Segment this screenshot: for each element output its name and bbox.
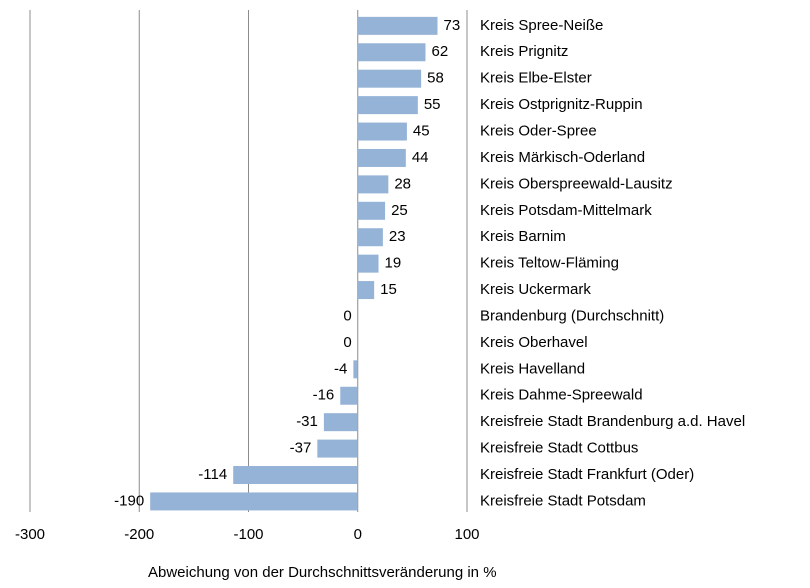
x-tick-label: 100 <box>454 526 479 543</box>
category-label: Kreis Oberhavel <box>480 334 588 351</box>
bar <box>357 122 407 141</box>
category-label: Kreis Oder-Spree <box>480 123 597 140</box>
value-label: 55 <box>424 96 441 113</box>
value-label: 23 <box>389 228 406 245</box>
category-label: Kreisfreie Stadt Frankfurt (Oder) <box>480 466 694 483</box>
category-label: Kreis Potsdam-Mittelmark <box>480 202 652 219</box>
value-label: -4 <box>334 360 347 377</box>
bar <box>357 228 383 247</box>
value-label: -37 <box>290 440 312 457</box>
bar <box>357 254 379 273</box>
category-label: Kreis Prignitz <box>480 43 568 60</box>
x-axis-title: Abweichung von der Durchschnittsveränder… <box>148 564 497 581</box>
value-label: 19 <box>385 255 402 272</box>
category-label: Kreis Dahme-Spreewald <box>480 387 643 404</box>
category-label: Kreis Barnim <box>480 228 566 245</box>
category-label: Kreisfreie Stadt Brandenburg a.d. Havel <box>480 413 745 430</box>
x-tick-label: 0 <box>354 526 362 543</box>
x-tick-label: -300 <box>15 526 45 543</box>
bar <box>353 360 358 379</box>
bar <box>357 281 375 300</box>
category-label: Kreis Oberspreewald-Lausitz <box>480 175 673 192</box>
x-tick-label: -200 <box>124 526 154 543</box>
bar <box>357 201 386 220</box>
value-label: 15 <box>380 281 397 298</box>
bar <box>357 148 406 167</box>
value-label: 0 <box>343 334 351 351</box>
bar <box>233 466 358 485</box>
value-label: 45 <box>413 123 430 140</box>
category-label: Kreis Spree-Neiße <box>480 17 603 34</box>
bar <box>357 175 389 194</box>
bar <box>357 43 426 62</box>
category-label: Kreis Teltow-Fläming <box>480 255 619 272</box>
value-label: -16 <box>313 387 335 404</box>
bar <box>357 69 422 88</box>
category-label: Kreisfreie Stadt Cottbus <box>480 440 638 457</box>
value-label: 44 <box>412 149 429 166</box>
x-tick-label: -100 <box>233 526 263 543</box>
value-label: 58 <box>427 70 444 87</box>
value-label: -190 <box>114 492 144 509</box>
value-label: 73 <box>444 17 461 34</box>
bar <box>357 16 438 35</box>
category-label: Kreis Märkisch-Oderland <box>480 149 645 166</box>
value-label: 28 <box>394 175 411 192</box>
bar <box>317 439 358 458</box>
bar <box>323 413 358 432</box>
value-label: -114 <box>198 466 227 483</box>
value-label: 25 <box>391 202 408 219</box>
category-label: Kreis Elbe-Elster <box>480 70 592 87</box>
category-label: Kreis Havelland <box>480 360 585 377</box>
value-label: 0 <box>343 307 351 324</box>
bar <box>150 492 358 511</box>
category-label: Kreis Ostprignitz-Ruppin <box>480 96 643 113</box>
category-label: Kreis Uckermark <box>480 281 591 298</box>
value-label: 62 <box>431 43 448 60</box>
bar <box>340 386 358 405</box>
category-label: Kreisfreie Stadt Potsdam <box>480 492 646 509</box>
bar <box>357 96 418 115</box>
category-label: Brandenburg (Durchschnitt) <box>480 307 664 324</box>
value-label: -31 <box>296 413 318 430</box>
